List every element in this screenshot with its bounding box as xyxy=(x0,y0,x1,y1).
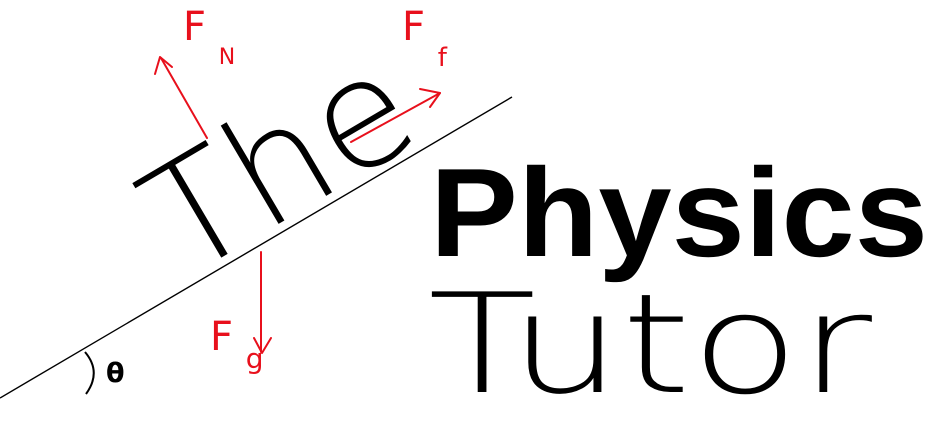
friction-force-symbol: F xyxy=(402,4,425,50)
incline-line xyxy=(0,96,513,399)
normal-force-arrow xyxy=(154,56,208,139)
word-tutor: Tutor xyxy=(428,264,872,425)
word-physics: Physics xyxy=(430,142,928,283)
angle-arc xyxy=(84,351,95,395)
normal-force-symbol: F xyxy=(183,4,206,50)
gravity-force-label: F g xyxy=(210,314,264,375)
angle-label: θ xyxy=(106,358,125,389)
friction-force-arrow xyxy=(350,88,441,143)
friction-force-label: F f xyxy=(402,4,448,73)
gravity-force-arrow xyxy=(253,251,272,354)
friction-force-subscript: f xyxy=(438,43,448,73)
gravity-force-symbol: F xyxy=(210,314,233,360)
normal-force-subscript: N xyxy=(219,45,235,70)
gravity-force-subscript: g xyxy=(246,342,264,375)
normal-force-label: F N xyxy=(183,4,235,70)
